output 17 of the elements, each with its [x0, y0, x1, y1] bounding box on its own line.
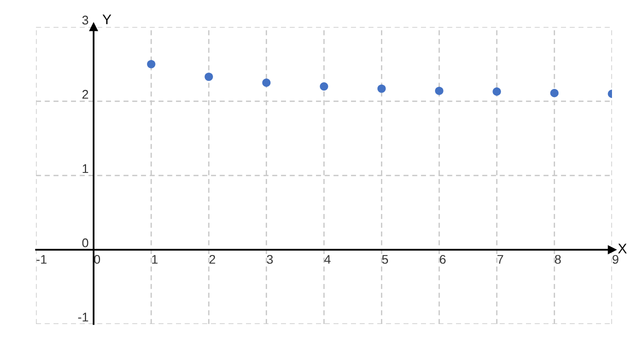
x-tick-label: 4	[324, 255, 331, 264]
x-tick-label: 6	[440, 254, 446, 264]
x-tick-label: 5	[382, 255, 388, 264]
x-tick-label: -1	[36, 255, 47, 264]
x-tick-label: 1	[152, 255, 158, 264]
y-tick-label: 1	[82, 164, 88, 173]
x-tick-label: 7	[497, 255, 504, 264]
y-tick-label: -1	[78, 312, 88, 322]
y-axis-title: Y	[102, 14, 112, 24]
x-tick-label: 2	[209, 254, 216, 264]
x-tick-label: 3	[266, 254, 273, 264]
y-tick-label: 3	[82, 16, 88, 25]
y-tick-label: 2	[82, 90, 88, 99]
x-axis-title: X	[618, 244, 627, 254]
x-tick-label: 8	[554, 254, 561, 264]
x-tick-label: 9	[612, 254, 618, 264]
y-tick-label: 0	[82, 238, 88, 248]
